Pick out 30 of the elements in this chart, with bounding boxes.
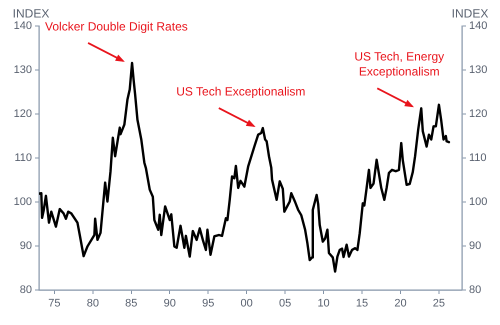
y-tick-label: 90 [20, 240, 32, 252]
y-tick-label: 130 [14, 64, 32, 76]
y-tick-label: 100 [14, 196, 32, 208]
y-tick-label: 120 [14, 108, 32, 120]
y-tick-label: 140 [14, 20, 32, 32]
x-tick-label: 10 [317, 298, 330, 310]
x-tick-label: 05 [278, 298, 292, 310]
x-tick-label: 75 [48, 298, 61, 310]
y2-tick-label: 80 [469, 284, 482, 296]
y2-tick-label: 140 [469, 20, 488, 32]
x-tick-label: 80 [86, 298, 99, 310]
annotation: US Tech Exceptionalism [176, 84, 306, 98]
annotation: US Tech, Energy Exceptionalism [354, 50, 444, 79]
x-tick-label: 90 [164, 298, 176, 310]
annotation: Volcker Double Digit Rates [45, 19, 188, 34]
x-tick-label: 25 [432, 298, 446, 310]
x-tick-label: 20 [394, 298, 407, 310]
y-axis-title: INDEX [12, 6, 50, 20]
x-tick-label: 15 [356, 298, 368, 310]
y-tick-label: 80 [20, 284, 32, 296]
y2-axis-title: INDEX [452, 6, 488, 20]
y2-tick-label: 110 [469, 152, 487, 164]
y-tick-label: 110 [14, 152, 32, 164]
x-tick-label: 85 [125, 298, 138, 310]
y2-tick-label: 90 [469, 240, 482, 252]
x-tick-label: 00 [240, 298, 253, 310]
x-tick-label: 95 [202, 298, 214, 310]
y2-tick-label: 130 [469, 64, 488, 76]
y2-tick-label: 120 [469, 108, 488, 120]
y2-tick-label: 100 [469, 196, 488, 208]
